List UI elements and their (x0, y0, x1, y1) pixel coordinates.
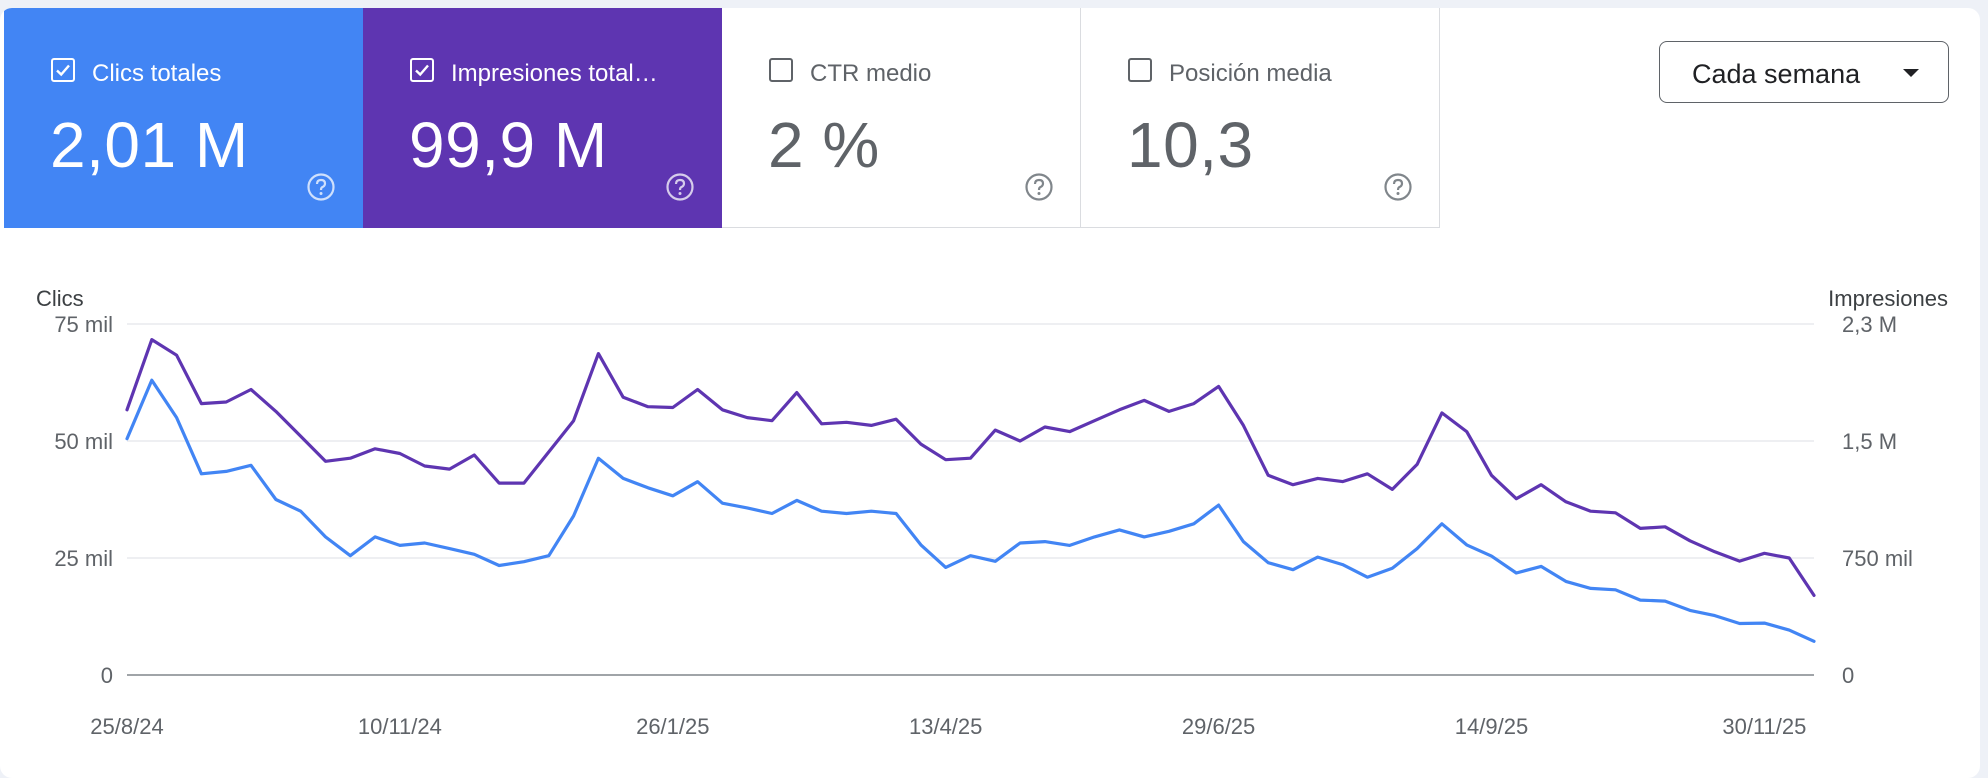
left-tick-label: 0 (101, 663, 113, 688)
performance-card: Clics totales 2,01 M Impresiones total… … (0, 8, 1980, 778)
x-tick-label: 30/11/25 (1722, 714, 1806, 739)
help-circle-icon[interactable] (1024, 172, 1054, 202)
x-tick-label: 14/9/25 (1455, 714, 1528, 739)
help-circle-icon[interactable] (665, 172, 695, 202)
x-tick-label: 26/1/25 (636, 714, 709, 739)
metric-tiles: Clics totales 2,01 M Impresiones total… … (4, 8, 1440, 228)
right-tick-label: 2,3 M (1842, 312, 1897, 337)
right-tick-label: 750 mil (1842, 546, 1913, 571)
checkbox-icon[interactable] (51, 58, 75, 82)
x-tick-label: 10/11/24 (358, 714, 442, 739)
period-dropdown-label: Cada semana (1692, 59, 1861, 89)
left-tick-label: 75 mil (54, 312, 113, 337)
checkbox-icon[interactable] (1128, 58, 1152, 82)
checkbox-icon[interactable] (410, 58, 434, 82)
left-axis-title: Clics (36, 286, 84, 311)
left-tick-label: 25 mil (54, 546, 113, 571)
caret-down-icon (1903, 69, 1919, 77)
right-tick-label: 1,5 M (1842, 429, 1897, 454)
help-circle-icon[interactable] (1383, 172, 1413, 202)
metric-value: 2,01 M (50, 109, 249, 181)
right-tick-label: 0 (1842, 663, 1854, 688)
impressions-series-line (125, 338, 1816, 598)
x-tick-label: 25/8/24 (90, 714, 163, 739)
metric-tile-impressions[interactable]: Impresiones total… 99,9 M (363, 8, 722, 228)
metric-tile-clicks[interactable]: Clics totales 2,01 M (4, 8, 363, 228)
metric-value: 10,3 (1127, 109, 1254, 181)
metric-tile-position[interactable]: Posición media 10,3 (1081, 8, 1440, 228)
clicks-series-line (125, 378, 1816, 643)
metric-tile-ctr[interactable]: CTR medio 2 % (722, 8, 1081, 228)
period-dropdown[interactable]: Cada semana (1659, 41, 1949, 103)
right-axis-title: Impresiones (1828, 286, 1948, 311)
x-tick-label: 29/6/25 (1182, 714, 1255, 739)
checkbox-icon[interactable] (769, 58, 793, 82)
performance-chart: 0 25 mil 50 mil 75 mil 0 750 mil 1,5 M 2,3 M Cli… (36, 286, 1948, 739)
x-tick-label: 13/4/25 (909, 714, 982, 739)
left-tick-label: 50 mil (54, 429, 113, 454)
help-circle-icon[interactable] (306, 172, 336, 202)
metric-value: 2 % (768, 109, 880, 181)
metric-value: 99,9 M (409, 109, 608, 181)
